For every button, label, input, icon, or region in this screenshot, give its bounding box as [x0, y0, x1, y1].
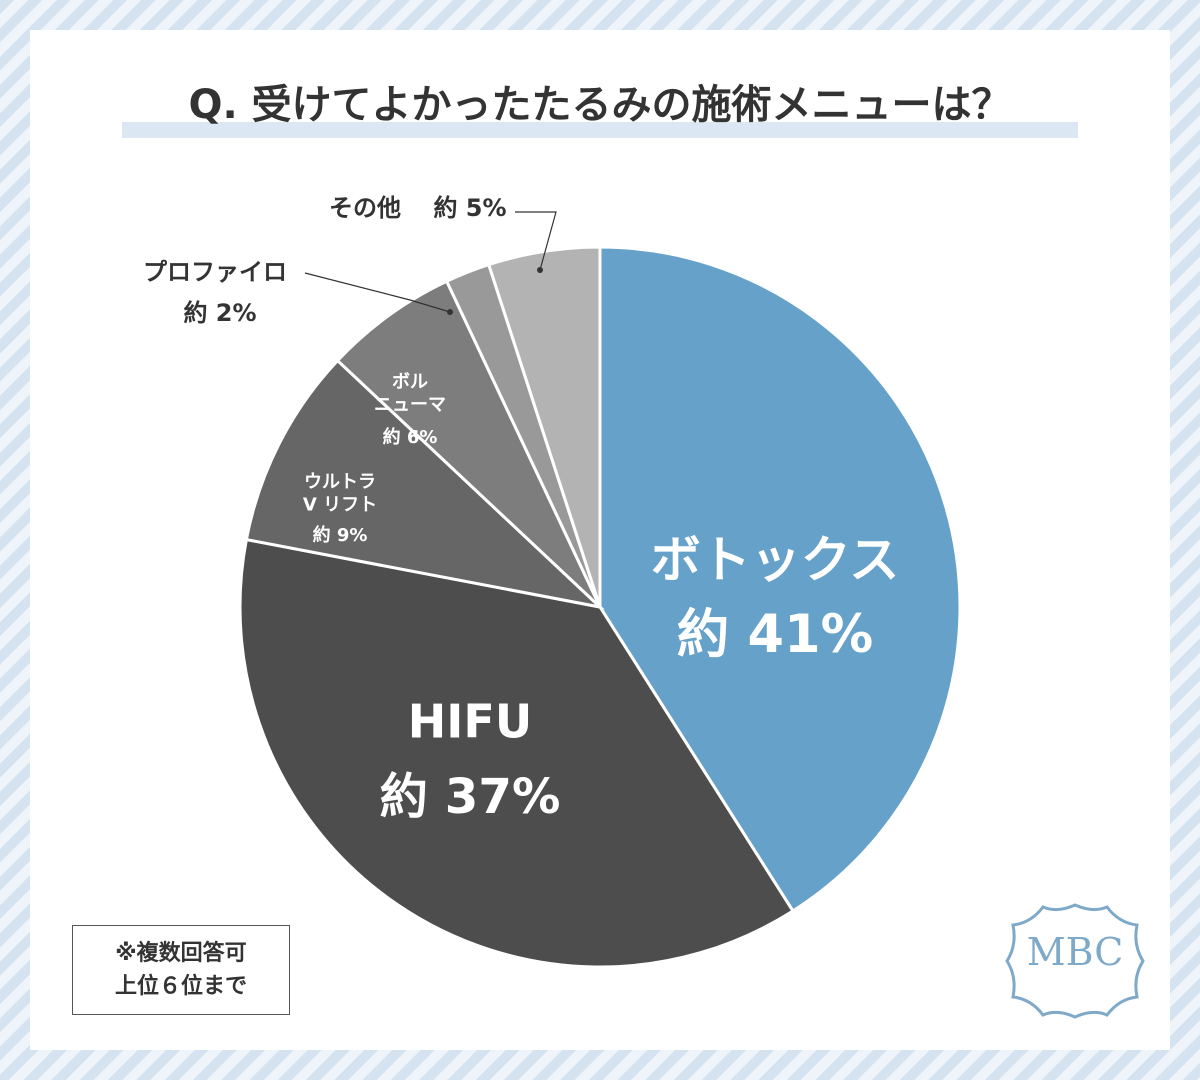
- pie-slice: [598, 245, 962, 914]
- category-label: その他: [329, 194, 401, 222]
- logo-frame: [1005, 903, 1145, 1019]
- category-label: HIFU: [407, 694, 533, 749]
- pie-slice: [238, 537, 795, 969]
- leader-line: [515, 211, 557, 271]
- pie-slice: [486, 245, 602, 608]
- leader-dot: [447, 309, 453, 315]
- category-label: ボトックス: [650, 530, 900, 589]
- pie-slice: [335, 279, 602, 609]
- category-label: プロファイロ: [143, 258, 287, 286]
- pie-slice: [244, 358, 605, 610]
- leader-dot: [537, 267, 543, 273]
- value-label: 約 6%: [382, 426, 438, 448]
- title-highlight: [122, 122, 1078, 138]
- value-label: 約 5%: [433, 194, 507, 222]
- value-label: 約 41%: [676, 604, 874, 666]
- value-label: 約 9%: [312, 524, 368, 546]
- value-label: 約 37%: [379, 768, 561, 825]
- value-label: 約 2%: [183, 299, 257, 327]
- chart-title: Q. 受けてよかったたるみの施術メニューは？: [188, 82, 1012, 128]
- logo: MBC: [1026, 930, 1124, 974]
- note: ※複数回答可 上位６位まで: [72, 925, 290, 1015]
- category-label: ボル ニューマ: [374, 371, 446, 416]
- category-label: ウルトラ V リフト: [302, 471, 378, 516]
- leader-line: [304, 272, 451, 313]
